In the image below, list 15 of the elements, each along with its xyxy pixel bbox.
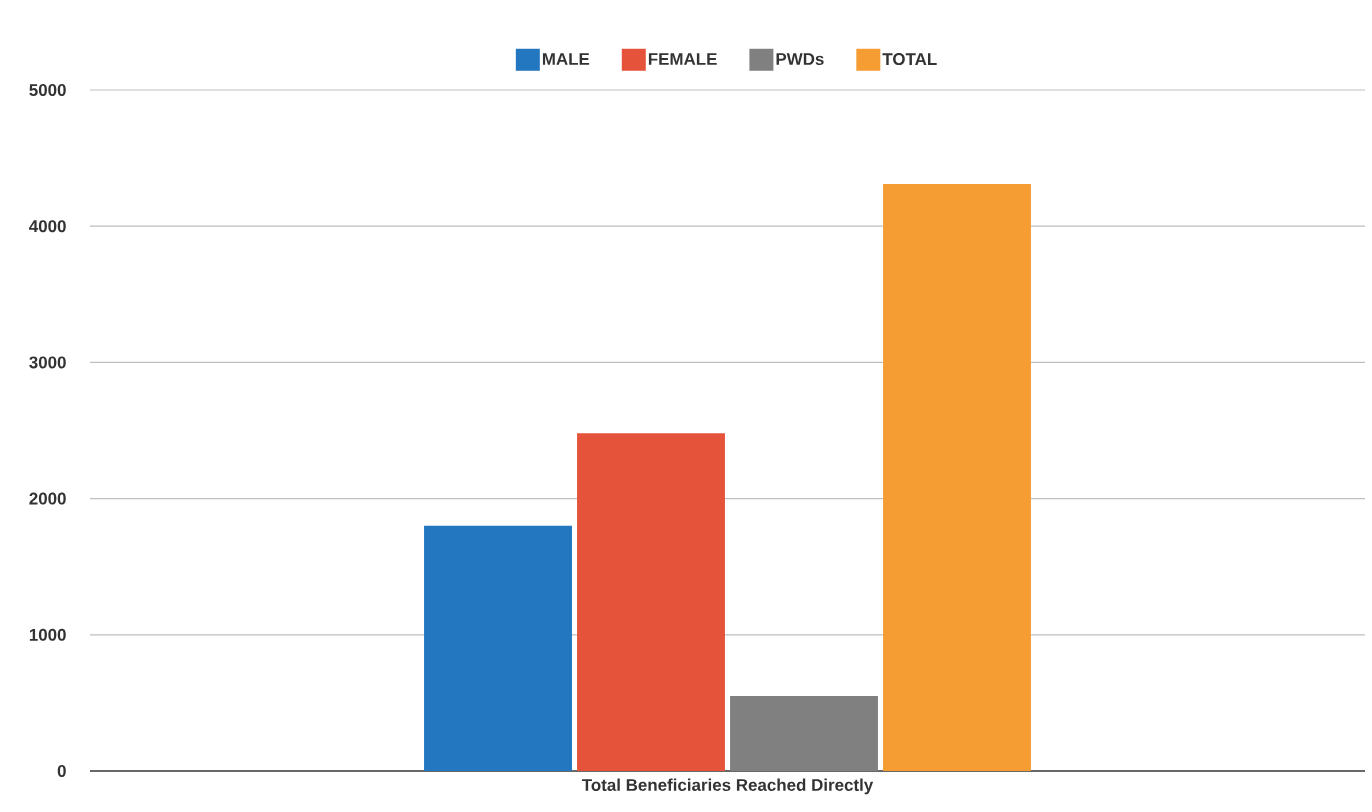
bar [730, 696, 878, 771]
y-tick-label: 2000 [29, 492, 66, 505]
y-tick-label: 5000 [29, 83, 66, 96]
legend-label: MALE [542, 53, 590, 65]
y-tick-label: 0 [57, 765, 66, 777]
y-tick-label: 3000 [29, 356, 66, 369]
bar [883, 183, 1031, 771]
y-tick-label: 1000 [29, 628, 66, 641]
y-tick-label: 4000 [29, 220, 66, 233]
x-tick-label: Total Beneficiaries Reached Directly [581, 778, 874, 795]
legend-label: TOTAL [882, 53, 937, 66]
legend-label: FEMALE [648, 53, 717, 65]
bar [424, 525, 572, 771]
bar [577, 433, 725, 771]
legend-label: PWDs [776, 53, 824, 66]
